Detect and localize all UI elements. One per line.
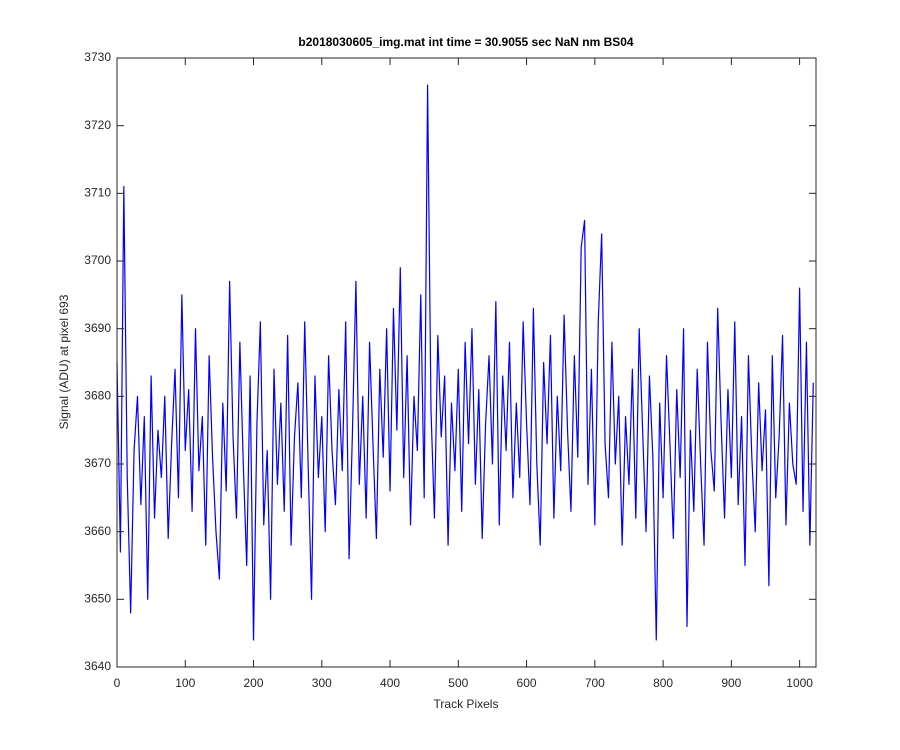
y-tick-label: 3650 <box>84 592 111 606</box>
x-tick-label: 400 <box>380 676 400 690</box>
y-tick-label: 3660 <box>84 524 111 538</box>
y-tick-label: 3690 <box>84 321 111 335</box>
x-tick-label: 900 <box>721 676 741 690</box>
x-tick-label: 300 <box>312 676 332 690</box>
x-tick-label: 800 <box>653 676 673 690</box>
y-tick-label: 3720 <box>84 118 111 132</box>
x-tick-label: 100 <box>175 676 195 690</box>
y-tick-label: 3670 <box>84 456 111 470</box>
x-axis-label: Track Pixels <box>434 697 499 711</box>
y-tick-label: 3640 <box>84 659 111 673</box>
y-tick-label: 3710 <box>84 186 111 200</box>
y-tick-label: 3680 <box>84 389 111 403</box>
y-axis-label: Signal (ADU) at pixel 693 <box>57 294 71 429</box>
x-tick-label: 600 <box>517 676 537 690</box>
data-line <box>116 84 814 641</box>
x-tick-label: 1000 <box>786 676 813 690</box>
x-tick-label: 500 <box>448 676 468 690</box>
x-tick-label: 0 <box>114 676 121 690</box>
y-tick-label: 3700 <box>84 253 111 267</box>
x-tick-label: 700 <box>585 676 605 690</box>
y-tick-label: 3730 <box>84 50 111 64</box>
chart-title: b2018030605_img.mat int time = 30.9055 s… <box>298 35 634 49</box>
x-tick-label: 200 <box>244 676 264 690</box>
plot-frame <box>116 57 817 668</box>
